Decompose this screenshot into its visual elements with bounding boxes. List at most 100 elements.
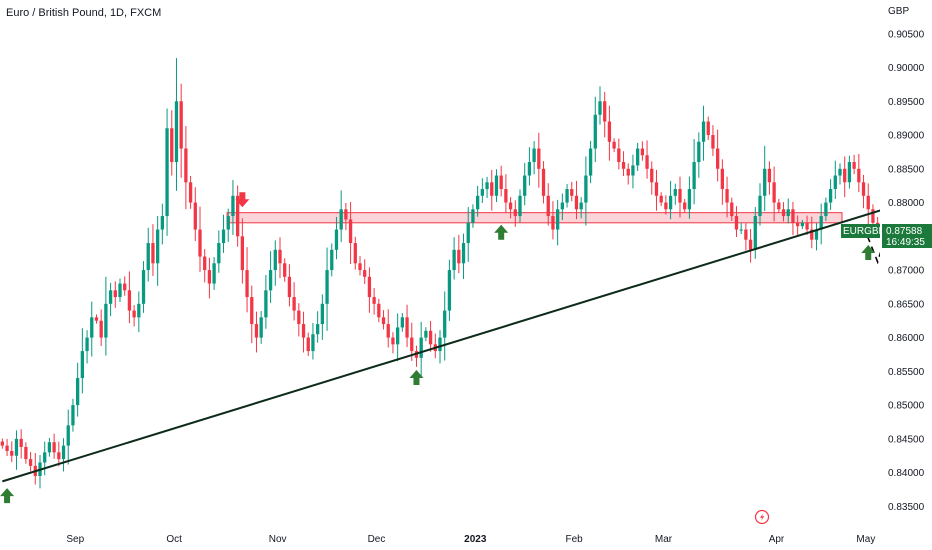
time-tick-label: Sep [66, 534, 84, 545]
candle-body [212, 263, 216, 284]
arrows-layer [0, 192, 876, 504]
candle-body [80, 351, 84, 379]
candle-body [94, 317, 99, 321]
candle-body [617, 148, 621, 163]
time-tick-label: Oct [166, 534, 182, 545]
candle-body [772, 182, 776, 203]
price-tick-label: 0.88500 [888, 164, 925, 175]
price-axis[interactable] [880, 0, 932, 550]
candle-body [52, 442, 56, 453]
candle-body [739, 229, 743, 231]
candle-body [523, 175, 527, 196]
candle-body [419, 337, 423, 358]
price-tick-label: 0.86500 [888, 299, 925, 310]
candle-body [476, 195, 480, 210]
candle-body [141, 270, 146, 304]
candle-body [405, 317, 409, 338]
candle-body [268, 270, 273, 291]
candle-body [146, 243, 150, 271]
time-tick-label: 2023 [464, 534, 487, 545]
candle-body [245, 270, 249, 298]
candle-body [508, 202, 513, 210]
candle-body [292, 297, 296, 311]
candle-body [758, 195, 762, 217]
candle-body [156, 229, 160, 264]
candle-body [160, 216, 164, 230]
candle-body [706, 121, 710, 136]
candle-body [471, 209, 475, 223]
candle-body [311, 334, 315, 352]
candle-body [744, 229, 748, 240]
time-tick-label: Feb [566, 534, 584, 545]
candle-body [593, 114, 597, 149]
candle-body [753, 216, 757, 250]
candle-body [424, 330, 428, 338]
candle-body [640, 148, 644, 156]
candle-body [786, 209, 790, 217]
candle-body [480, 189, 484, 196]
candle-body [165, 128, 169, 217]
candle-body [636, 148, 640, 166]
price-tick-label: 0.84500 [888, 434, 925, 445]
candle-body [372, 297, 376, 304]
candle-body [410, 337, 414, 352]
candle-body [607, 121, 612, 142]
price-tick-label: 0.90000 [888, 63, 925, 74]
candle-body [668, 195, 673, 210]
candle-body [132, 310, 136, 318]
candle-body [353, 243, 357, 264]
candle-body [217, 243, 221, 264]
candle-body [603, 101, 607, 122]
candle-body [861, 182, 866, 196]
candle-body [490, 182, 494, 196]
candle-body [264, 290, 268, 318]
candle-body [367, 276, 372, 298]
candle-body [61, 445, 66, 460]
candle-body [113, 290, 117, 298]
candle-body [428, 330, 433, 345]
candle-body [386, 324, 390, 338]
price-tick-label: 0.88000 [888, 198, 925, 209]
candle-body [494, 175, 499, 196]
candle-body [857, 168, 861, 183]
candle-body [626, 168, 630, 176]
candle-body [43, 452, 47, 463]
candle-body [852, 162, 856, 169]
candle-body [551, 216, 555, 230]
trendline [2, 201, 907, 483]
candle-body [584, 175, 588, 203]
price-tick-label: 0.89000 [888, 131, 925, 142]
candle-body [104, 303, 108, 338]
candle-body [716, 148, 720, 169]
candle-body [297, 310, 301, 325]
down-arrow-marker [235, 192, 250, 208]
candle-body [574, 195, 579, 210]
candle-body [85, 337, 89, 352]
candle-body [810, 229, 814, 240]
candle-body [621, 162, 626, 169]
candle-body [447, 270, 452, 311]
candle-body [396, 327, 400, 345]
projection-layer[interactable] [862, 215, 932, 469]
candle-body [866, 195, 870, 210]
candle-body [250, 297, 254, 325]
candle-body [339, 209, 343, 230]
candle-body [805, 222, 809, 230]
candle-body [711, 135, 715, 149]
candle-body [334, 229, 339, 250]
candles-layer[interactable] [0, 58, 884, 489]
candle-body [612, 141, 616, 149]
candle-body [179, 101, 183, 149]
resistance-zone[interactable] [226, 212, 843, 224]
tag-price: 0.87588 [886, 226, 923, 237]
candle-body [819, 216, 823, 230]
candle-body [843, 168, 847, 183]
candle-body [588, 148, 593, 176]
trendline-layer[interactable] [2, 201, 907, 483]
lightning-icon[interactable] [754, 509, 770, 525]
candle-body [66, 425, 70, 446]
candle-body [824, 202, 828, 217]
candle-body [838, 168, 842, 176]
